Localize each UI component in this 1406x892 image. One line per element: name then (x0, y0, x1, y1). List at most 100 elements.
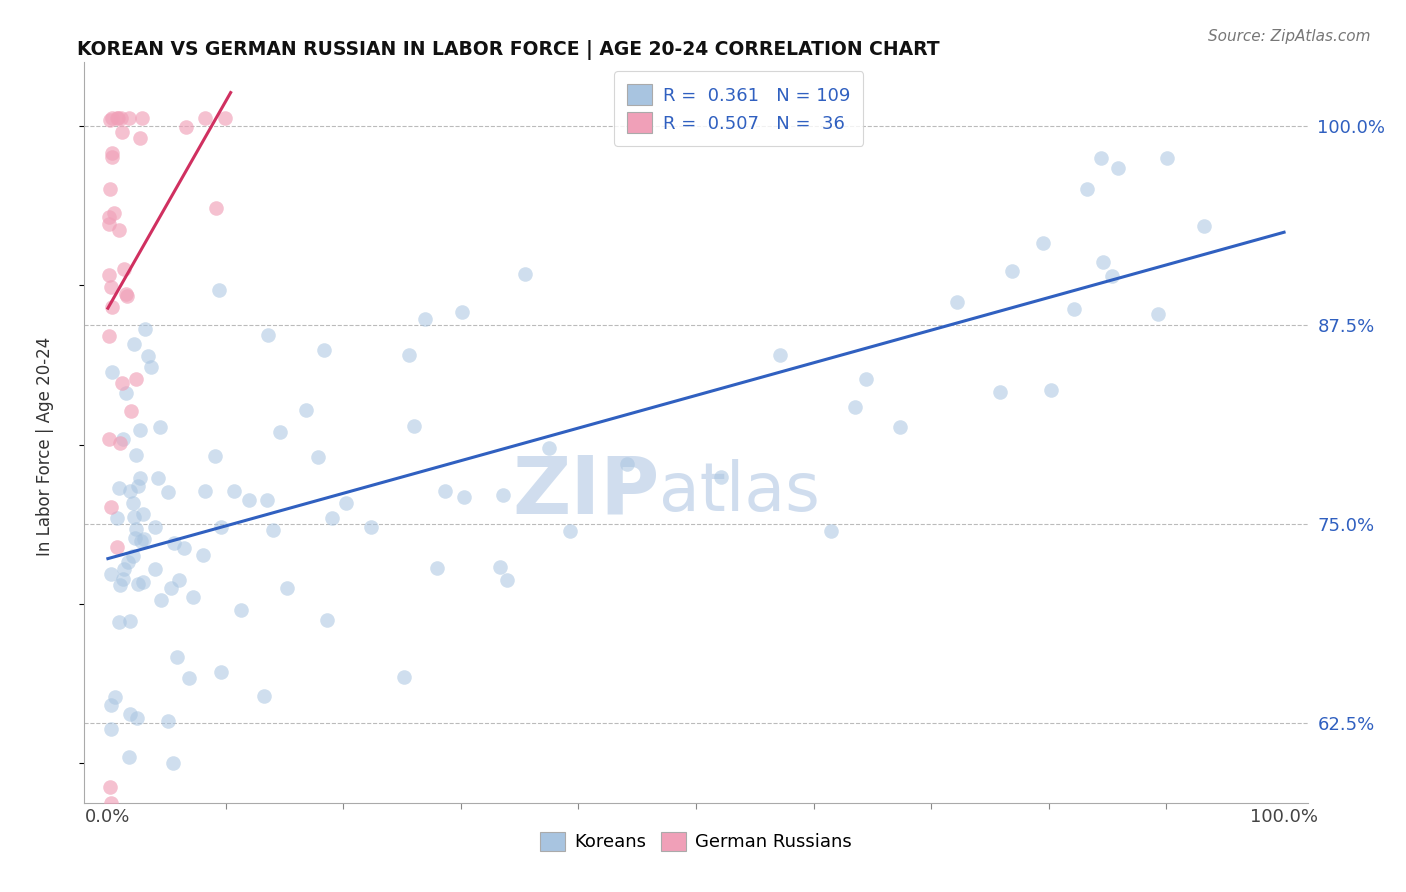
Point (128, 423, 150, 437)
Point (150, 593, 173, 607)
Point (100, 722, 122, 736)
Point (100, 181, 122, 195)
Point (177, 671, 200, 685)
Point (160, 581, 183, 595)
Point (1194, 219, 1216, 233)
Point (118, 614, 141, 628)
Point (256, 328, 278, 343)
Point (127, 577, 149, 591)
Point (415, 312, 437, 326)
Point (120, 483, 142, 498)
Text: In Labor Force | Age 20-24: In Labor Force | Age 20-24 (37, 336, 53, 556)
Point (335, 496, 357, 510)
Point (558, 524, 581, 538)
Point (157, 485, 180, 500)
Point (98, 112, 121, 127)
Point (143, 519, 166, 533)
Point (98, 217, 121, 231)
Point (101, 150, 124, 164)
Point (122, 510, 145, 524)
Point (616, 457, 638, 471)
Point (173, 541, 195, 556)
Point (162, 756, 184, 770)
Point (988, 384, 1011, 399)
Point (214, 111, 236, 125)
Point (100, 365, 122, 379)
Text: Source: ZipAtlas.com: Source: ZipAtlas.com (1208, 29, 1371, 44)
Point (136, 349, 159, 363)
Point (1101, 269, 1123, 284)
Point (360, 520, 382, 534)
Point (398, 348, 420, 362)
Point (1156, 151, 1178, 165)
Point (98, 432, 121, 446)
Point (209, 520, 232, 534)
Point (127, 478, 149, 492)
Point (149, 420, 172, 434)
Point (769, 348, 792, 362)
Point (222, 483, 245, 498)
Point (194, 111, 217, 125)
Point (209, 665, 232, 680)
Point (139, 360, 162, 375)
Point (124, 532, 146, 546)
Point (156, 714, 179, 728)
Point (312, 343, 335, 357)
Point (129, 533, 152, 548)
Point (111, 126, 134, 140)
Point (120, 403, 142, 417)
Point (107, 111, 129, 125)
Point (253, 689, 276, 703)
Point (295, 402, 318, 417)
Point (307, 450, 329, 464)
Point (276, 582, 298, 596)
Point (115, 287, 138, 301)
Point (269, 425, 291, 440)
Point (426, 561, 449, 575)
Point (1090, 151, 1112, 165)
Point (402, 418, 425, 433)
Point (128, 130, 150, 145)
Point (492, 488, 515, 502)
Point (134, 322, 156, 336)
Point (256, 493, 278, 508)
Text: KOREAN VS GERMAN RUSSIAN IN LABOR FORCE | AGE 20-24 CORRELATION CHART: KOREAN VS GERMAN RUSSIAN IN LABOR FORCE … (77, 40, 941, 60)
Point (100, 146, 122, 161)
Point (112, 261, 135, 276)
Point (111, 376, 134, 390)
Point (114, 385, 136, 400)
Point (316, 613, 339, 627)
Point (125, 711, 148, 725)
Point (100, 796, 122, 810)
Point (105, 111, 128, 125)
Point (100, 567, 122, 582)
Point (1147, 307, 1170, 321)
Point (107, 223, 129, 237)
Point (191, 549, 214, 563)
Point (100, 280, 122, 294)
Point (105, 540, 128, 554)
Point (129, 471, 152, 485)
Point (125, 372, 148, 386)
Point (117, 288, 139, 302)
Point (125, 448, 148, 462)
Point (110, 111, 132, 125)
Point (108, 481, 131, 495)
Point (118, 111, 141, 125)
Point (946, 295, 969, 310)
Point (208, 283, 231, 297)
Point (132, 574, 155, 589)
Point (844, 400, 866, 414)
Point (107, 615, 129, 630)
Legend: Koreans, German Russians: Koreans, German Russians (531, 823, 860, 861)
Point (131, 111, 153, 125)
Point (1039, 383, 1062, 397)
Point (118, 706, 141, 721)
Point (100, 500, 122, 514)
Point (1076, 181, 1098, 195)
Point (134, 533, 156, 547)
Point (166, 649, 188, 664)
Point (108, 578, 131, 592)
Point (262, 523, 284, 537)
Point (855, 372, 877, 386)
